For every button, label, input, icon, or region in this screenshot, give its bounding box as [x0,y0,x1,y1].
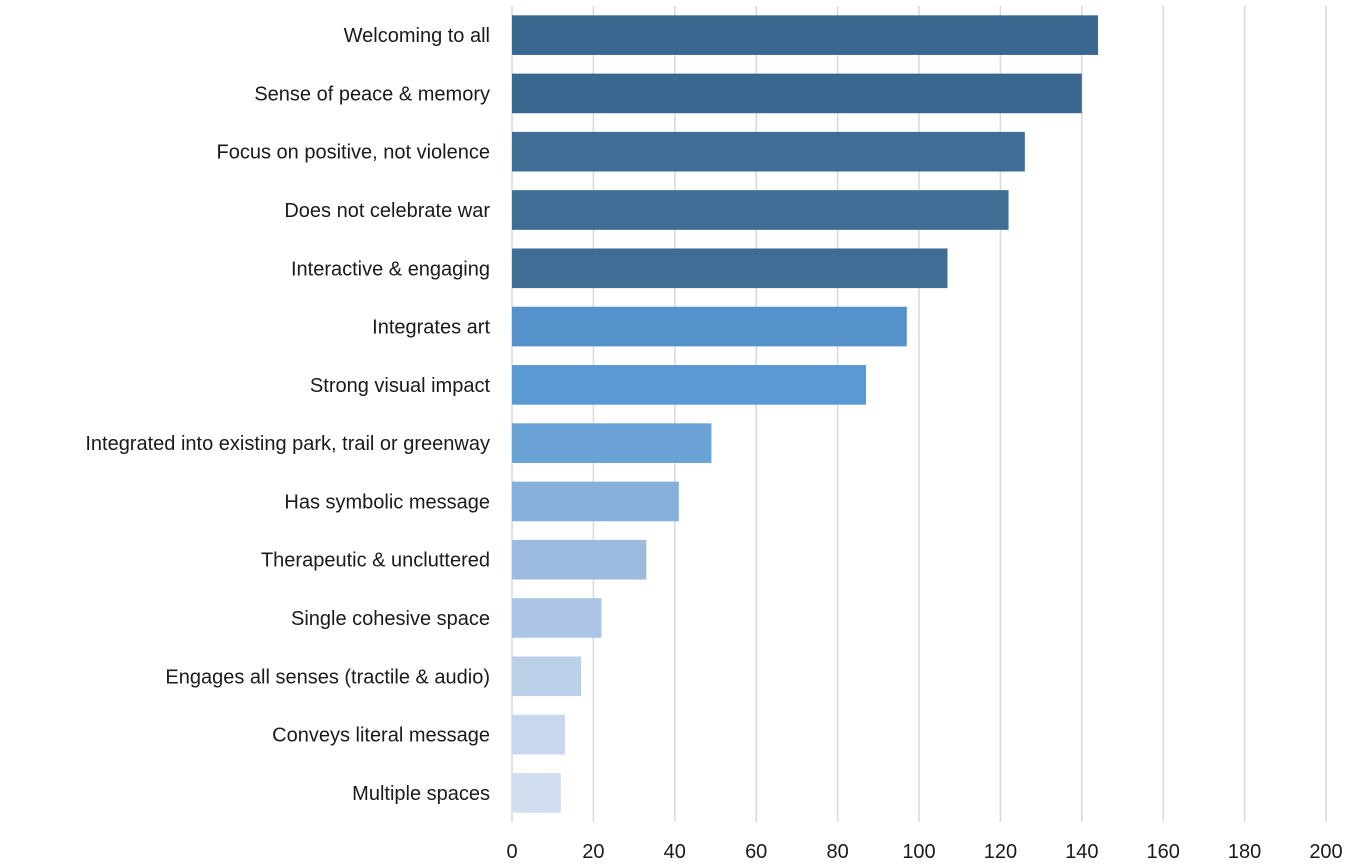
bar [512,539,647,580]
category-label: Engages all senses (tractile & audio) [165,666,490,688]
gridlines [511,6,1327,822]
x-tick-label: 60 [745,841,767,863]
x-tick-label: 160 [1147,841,1180,863]
bars [512,15,1099,813]
bar [512,773,561,813]
bar [512,714,565,755]
x-tick-labels: 0 20 40 60 80 100 120 140 160 180 200 [506,841,1342,863]
bar [512,131,1025,172]
x-tick-label: 80 [826,841,848,863]
bar [512,598,602,638]
category-label: Single cohesive space [291,608,490,630]
bar [512,306,907,347]
x-tick-label: 120 [984,841,1017,863]
category-label: Strong visual impact [310,375,491,397]
x-tick-label: 200 [1309,841,1342,863]
bar [512,656,582,697]
category-label: Welcoming to all [344,25,490,47]
bar [512,423,712,463]
x-tick-label: 180 [1228,841,1261,863]
bar [512,190,1009,230]
category-label: Does not celebrate war [284,200,490,222]
bar [512,248,948,289]
category-label: Interactive & engaging [291,258,490,280]
bar [512,15,1099,55]
category-label: Has symbolic message [284,491,490,513]
x-tick-label: 100 [902,841,935,863]
x-tick-label: 0 [506,841,517,863]
category-label: Therapeutic & uncluttered [261,550,490,572]
category-labels: Welcoming to all Sense of peace & memory F… [85,25,490,805]
category-label: Integrated into existing park, trail or … [85,433,490,455]
category-label: Conveys literal message [272,725,490,747]
x-tick-label: 40 [664,841,686,863]
bar [512,481,679,522]
x-tick-label: 20 [582,841,604,863]
x-tick-label: 140 [1065,841,1098,863]
bar [512,73,1082,114]
category-label: Focus on positive, not violence [217,142,491,164]
category-label: Sense of peace & memory [254,83,490,105]
category-label: Integrates art [372,317,490,339]
category-label: Multiple spaces [352,783,490,805]
bar [512,365,867,405]
